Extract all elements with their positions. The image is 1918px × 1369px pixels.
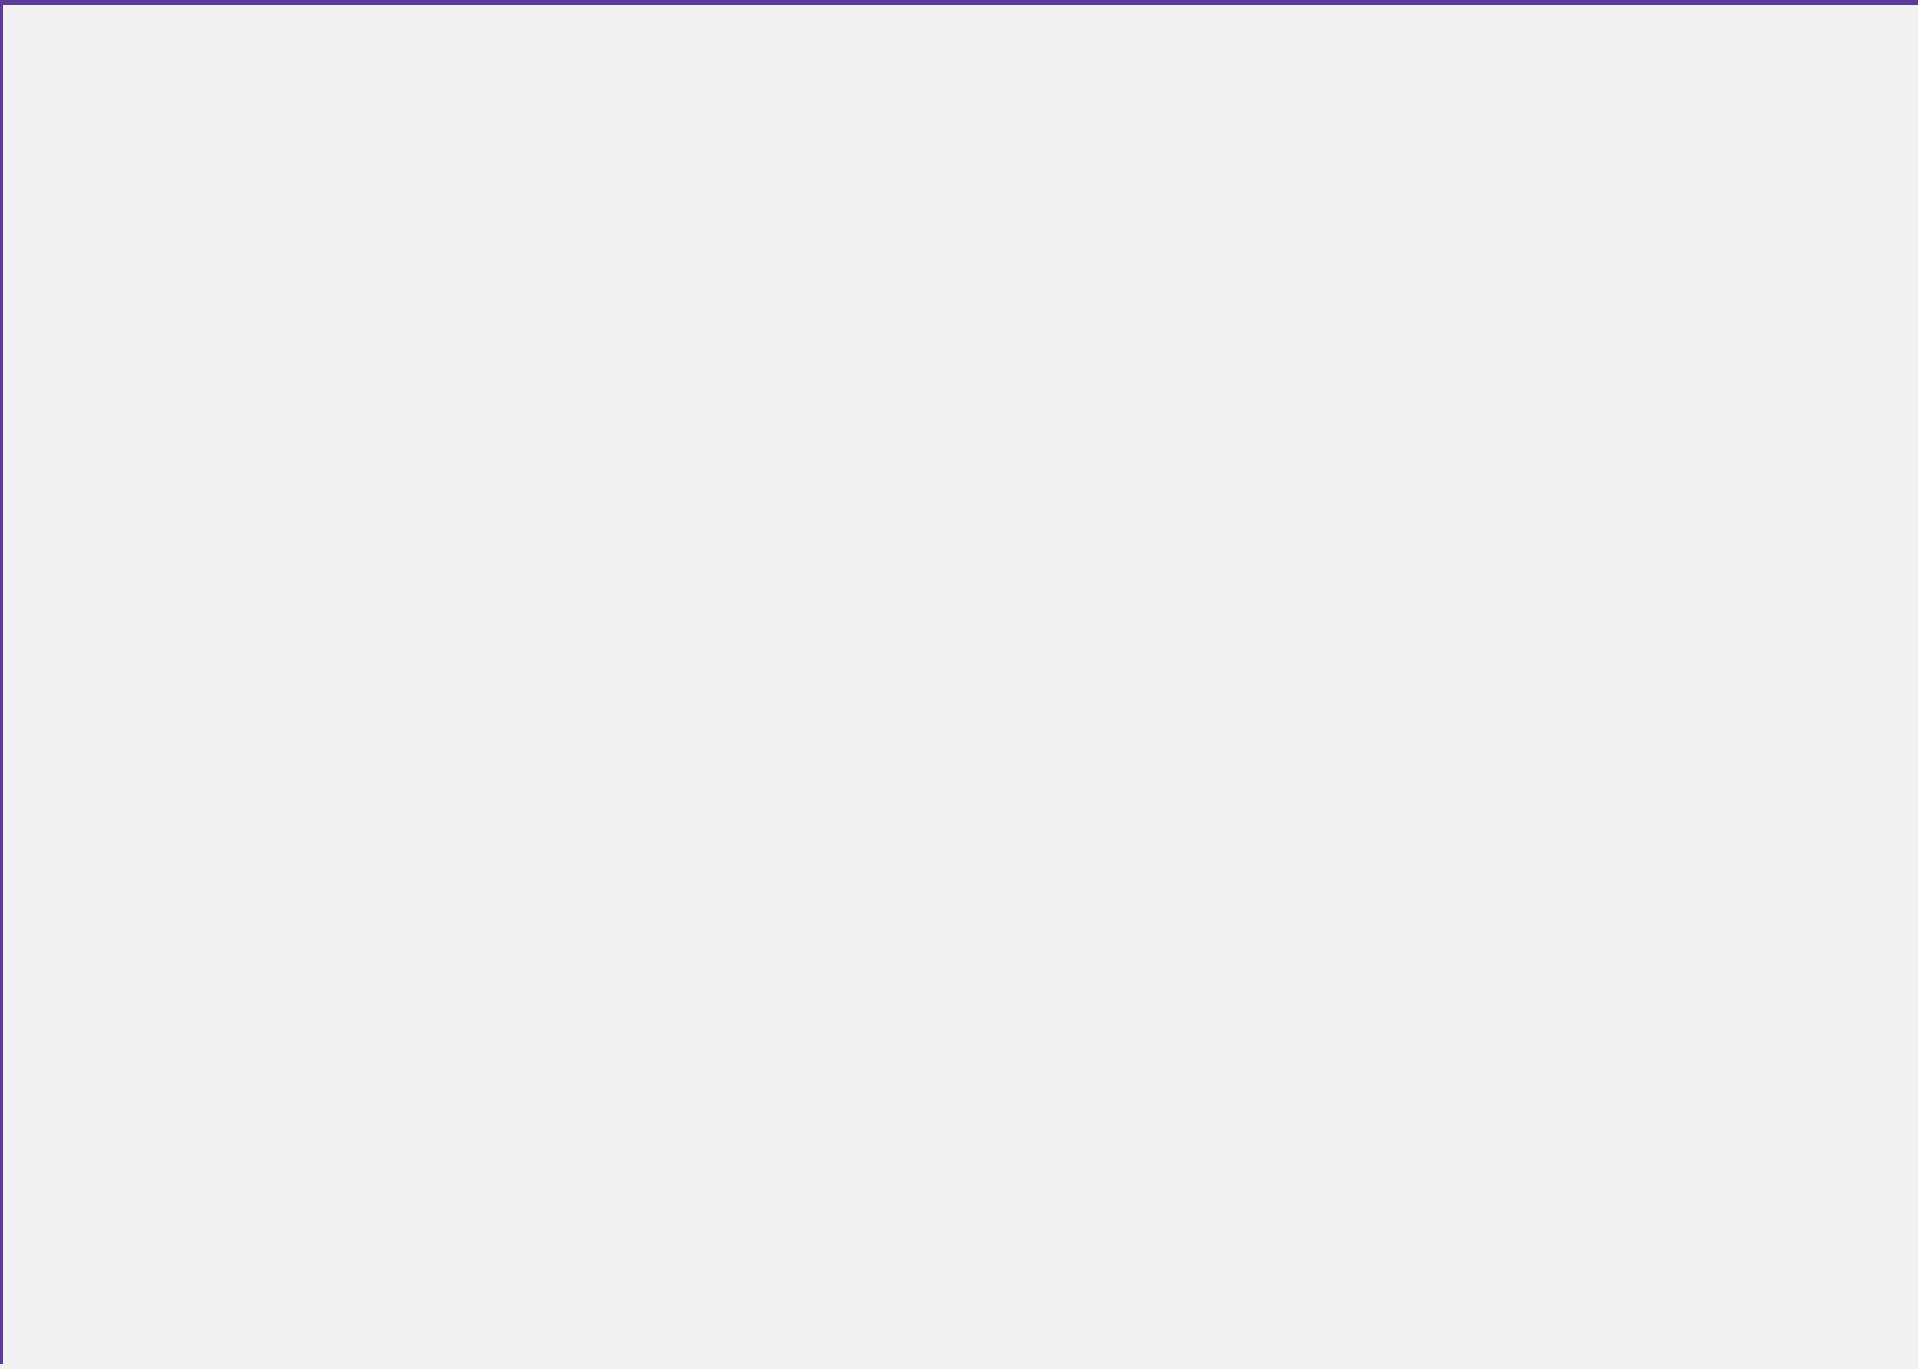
new-york-delay-chart <box>3 5 1918 1369</box>
